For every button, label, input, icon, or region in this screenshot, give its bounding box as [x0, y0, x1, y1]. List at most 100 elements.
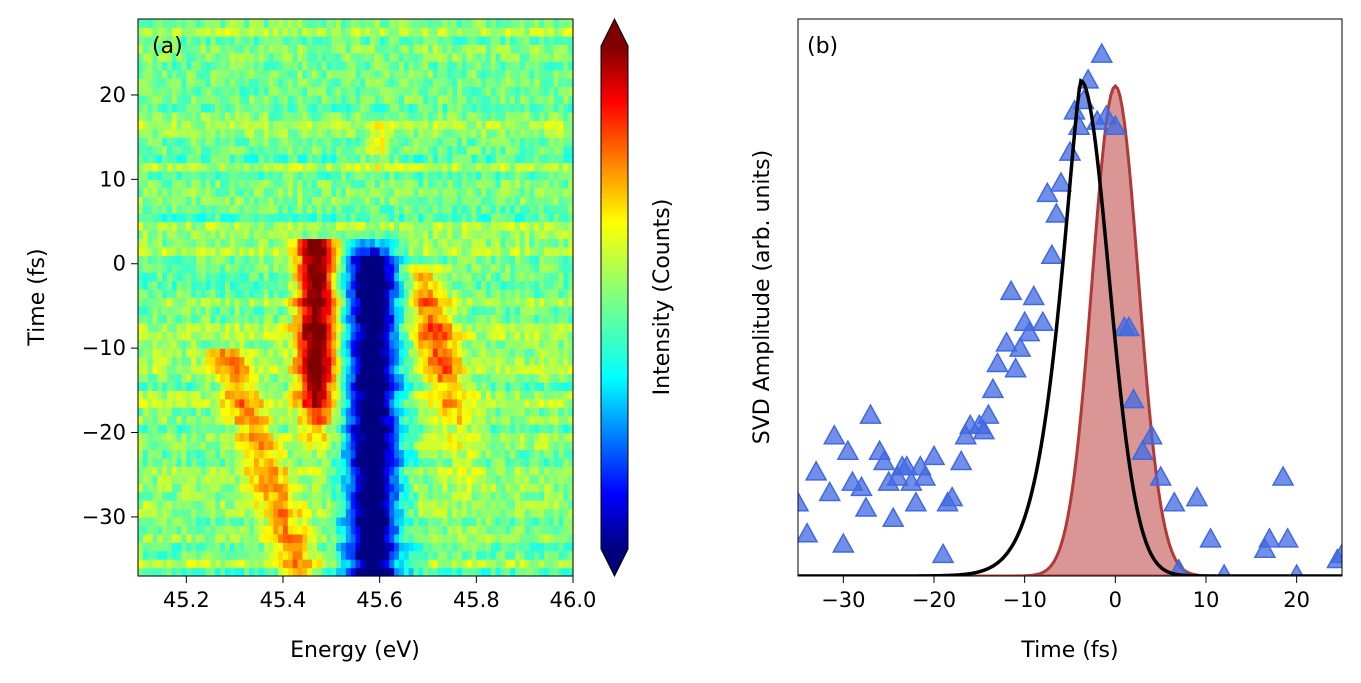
- heatmap-cell: [205, 525, 212, 535]
- heatmap-cell: [191, 255, 197, 265]
- heatmap-cell: [403, 550, 410, 560]
- heatmap-cell: [152, 331, 158, 341]
- heatmap-cell: [321, 466, 328, 476]
- heatmap-cell: [428, 466, 434, 476]
- heatmap-cell: [157, 204, 163, 214]
- heatmap-cell: [287, 407, 294, 417]
- heatmap-cell: [355, 542, 361, 552]
- heatmap-cell: [529, 154, 535, 164]
- heatmap-cell: [524, 457, 531, 467]
- heatmap-cell: [307, 500, 313, 510]
- heatmap-cell: [200, 491, 207, 501]
- heatmap-cell: [215, 111, 221, 121]
- heatmap-cell: [423, 398, 429, 408]
- heatmap-cell: [418, 440, 424, 451]
- heatmap-cell: [437, 162, 444, 172]
- heatmap-cell: [287, 322, 294, 332]
- heatmap-cell: [370, 415, 376, 425]
- heatmap-cell: [558, 508, 564, 518]
- heatmap-cell: [196, 204, 202, 214]
- heatmap-cell: [563, 331, 569, 341]
- heatmap-cell: [283, 491, 289, 501]
- heatmap-cell: [171, 255, 178, 265]
- heatmap-cell: [229, 170, 236, 180]
- heatmap-cell: [423, 162, 429, 172]
- heatmap-cell: [249, 280, 255, 290]
- heatmap-cell: [341, 297, 347, 307]
- heatmap-cell: [138, 103, 144, 113]
- heatmap-cell: [297, 567, 303, 577]
- heatmap-cell: [345, 466, 352, 476]
- heatmap-cell: [254, 424, 260, 434]
- heatmap-cell: [548, 381, 555, 391]
- heatmap-cell: [249, 305, 255, 315]
- heatmap-cell: [215, 449, 221, 459]
- heatmap-cell: [553, 272, 560, 282]
- heatmap-cell: [505, 204, 511, 214]
- heatmap-cell: [428, 424, 434, 434]
- heatmap-cell: [490, 305, 497, 315]
- heatmap-cell: [326, 196, 332, 206]
- heatmap-cell: [210, 331, 216, 341]
- heatmap-cell: [524, 331, 531, 341]
- heatmap-cell: [244, 457, 250, 467]
- heatmap-cell: [316, 154, 323, 164]
- heatmap-cell: [355, 187, 361, 197]
- heatmap-cell: [384, 508, 390, 518]
- heatmap-cell: [316, 550, 323, 560]
- heatmap-cell: [345, 508, 352, 518]
- heatmap-cell: [360, 348, 366, 358]
- heatmap-cell: [360, 457, 366, 467]
- heatmap-cell: [196, 348, 202, 358]
- heatmap-cell: [191, 567, 197, 577]
- heatmap-cell: [239, 255, 245, 265]
- heatmap-cell: [316, 339, 323, 349]
- heatmap-cell: [345, 162, 352, 172]
- heatmap-cell: [171, 305, 178, 315]
- heatmap-cell: [403, 373, 410, 383]
- heatmap-cell: [196, 550, 202, 560]
- heatmap-cell: [495, 516, 502, 526]
- heatmap-cell: [544, 111, 550, 121]
- heatmap-cell: [345, 137, 352, 147]
- heatmap-cell: [350, 162, 357, 172]
- heatmap-cell: [413, 440, 419, 451]
- heatmap-cell: [234, 525, 241, 535]
- heatmap-cell: [471, 381, 477, 391]
- heatmap-cell: [544, 525, 550, 535]
- heatmap-cell: [176, 280, 183, 290]
- heatmap-cell: [519, 348, 526, 358]
- heatmap-cell: [307, 221, 313, 231]
- heatmap-cell: [515, 483, 521, 493]
- heatmap-cell: [273, 398, 279, 408]
- heatmap-cell: [413, 179, 419, 189]
- heatmap-cell: [336, 449, 342, 459]
- heatmap-cell: [316, 246, 323, 256]
- heatmap-cell: [437, 381, 444, 391]
- heatmap-cell: [563, 550, 569, 560]
- heatmap-cell: [341, 365, 347, 375]
- heatmap-cell: [147, 280, 154, 290]
- heatmap-cell: [297, 440, 303, 451]
- heatmap-cell: [249, 272, 255, 282]
- heatmap-cell: [316, 162, 323, 172]
- heatmap-cell: [495, 407, 502, 417]
- heatmap-cell: [370, 280, 376, 290]
- heatmap-cell: [234, 154, 241, 164]
- heatmap-cell: [476, 137, 482, 147]
- heatmap-cell: [316, 407, 323, 417]
- heatmap-cell: [370, 550, 376, 560]
- heatmap-cell: [432, 196, 439, 206]
- heatmap-cell: [326, 187, 332, 197]
- heatmap-cell: [544, 297, 550, 307]
- heatmap-cell: [539, 432, 545, 442]
- heatmap-cell: [316, 508, 323, 518]
- heatmap-cell: [539, 373, 545, 383]
- heatmap-cell: [254, 348, 260, 358]
- heatmap-cell: [254, 111, 260, 121]
- heatmap-cell: [152, 457, 158, 467]
- heatmap-cell: [147, 145, 154, 155]
- heatmap-cell: [345, 440, 352, 451]
- heatmap-cell: [379, 305, 386, 315]
- heatmap-cell: [500, 238, 506, 248]
